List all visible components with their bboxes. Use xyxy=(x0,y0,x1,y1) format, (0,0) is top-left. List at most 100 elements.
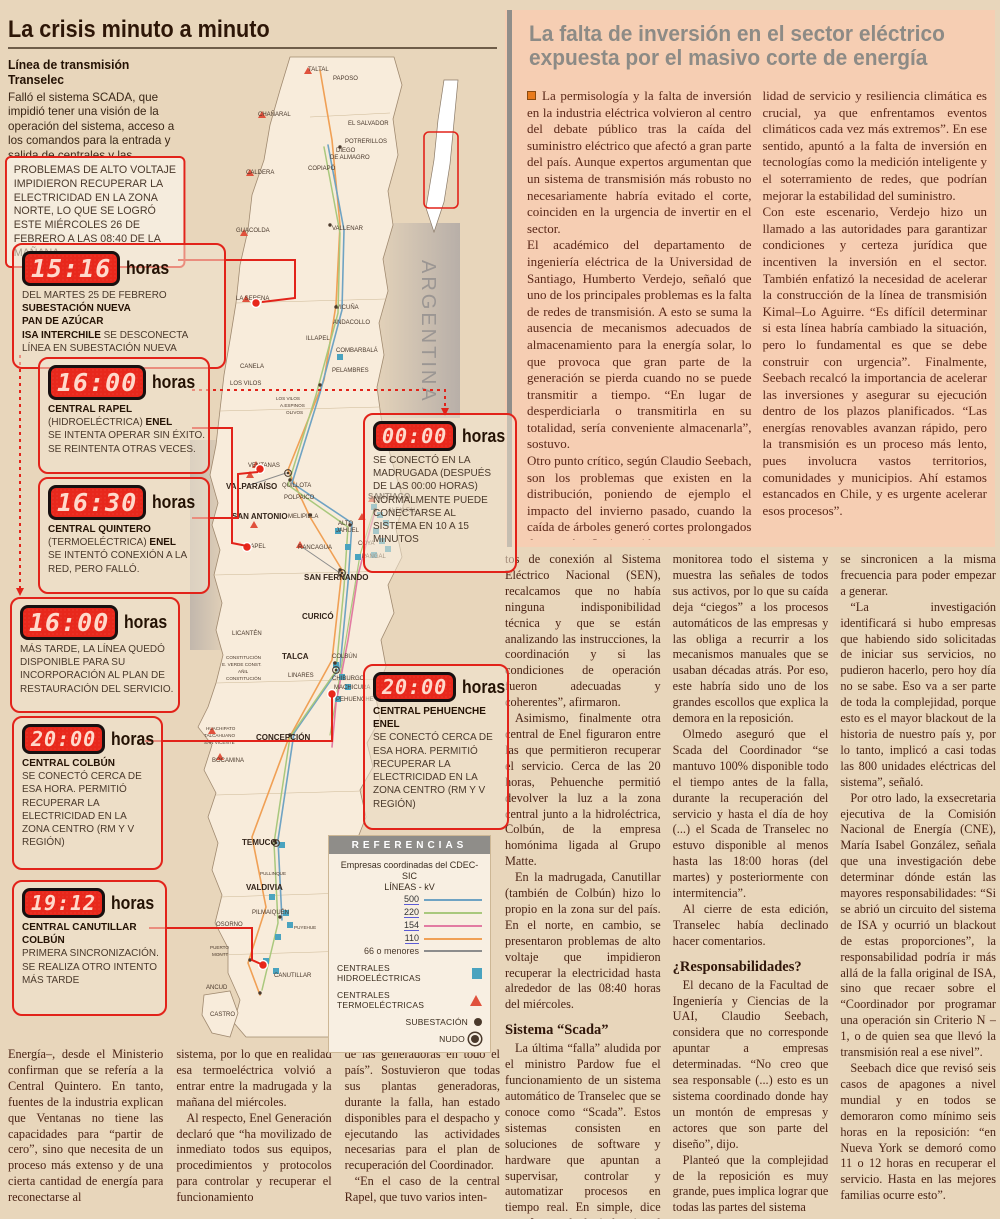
callout-line: RED, PERO FALLÓ. xyxy=(48,563,192,576)
column-paragraph: Seebach dice que revisó seis casos de ap… xyxy=(840,1061,997,1203)
column-paragraph: La última “falla” aludida por el ministr… xyxy=(505,1041,661,1219)
callout-text: CENTRAL RAPEL (HIDROELÉCTRICA) ENEL SE INT… xyxy=(48,403,205,456)
clock-row: 20:00 horas xyxy=(373,672,505,702)
map-city-label: TEMUCO xyxy=(242,838,277,847)
column-paragraph: Olmedo aseguró que el Scada del Coordina… xyxy=(672,726,829,901)
map-city-label: LINARES xyxy=(288,673,314,679)
chiloe-island xyxy=(201,990,239,1038)
legend-line-row: 66 o menores xyxy=(337,946,482,956)
callout-line: CENTRAL QUINTERO xyxy=(48,523,192,536)
callout-text-segment: CENTRAL RAPEL xyxy=(48,403,133,415)
callout-line: SE REALIZA OTRO INTENTO xyxy=(22,961,157,974)
callout-text-segment: RESTAURACIÓN DEL SERVICIO. xyxy=(20,682,174,695)
map-city-label: COLBÚN xyxy=(332,653,357,660)
callout-line: ESA HORA. PERMITIÓ xyxy=(22,783,146,796)
map-city-label: MONTT xyxy=(212,952,229,957)
lower-left-columns: Energía–, desde el Ministerio confirman … xyxy=(8,1047,500,1219)
article-col-1: La permisología y la falta de inversión … xyxy=(527,88,752,540)
clock-row: 16:00 horas xyxy=(20,605,170,640)
map-city-label: COMBARBALÁ xyxy=(336,347,378,354)
legend-marker-row: CENTRALES HIDROELÉCTRICAS xyxy=(337,963,482,983)
callout-line: SISTEMA EN 10 A 15 xyxy=(373,520,500,533)
hydro-plant-icon xyxy=(269,894,275,900)
node-center xyxy=(334,668,338,672)
map-city-label: CHIBURGO xyxy=(332,676,365,682)
callout-text-segment: CENTRAL COLBÚN xyxy=(22,757,115,769)
legend-subtitle2: LÍNEAS - kV xyxy=(384,881,435,892)
region-border xyxy=(215,678,385,684)
substation-icon xyxy=(278,915,282,919)
map-city-label: TALCAHUANO xyxy=(204,733,235,738)
column-paragraph: En la madrugada, Canutillar (también de … xyxy=(505,870,661,1012)
callout-text-segment: SE CONECTÓ CERCA DE xyxy=(373,731,493,744)
transmission-line xyxy=(261,146,349,991)
map-city-label: DIEGO xyxy=(336,148,356,154)
thermo-plant-icon xyxy=(258,111,266,118)
map-city-label: LOS VILOS xyxy=(276,396,300,401)
map-city-label: POLPAICO xyxy=(284,495,315,501)
text-column: tos de conexión al Sistema Eléctrico Nac… xyxy=(505,552,661,1219)
map-city-label: POTRERILLOS xyxy=(345,139,387,145)
hydro-plant-icon xyxy=(339,674,345,680)
substation-icon xyxy=(288,478,292,482)
event-marker xyxy=(250,297,262,309)
line-sample-icon xyxy=(424,911,482,914)
map-city-label: ILLAPEL xyxy=(306,336,330,342)
dot-icon xyxy=(474,1018,482,1027)
clock-row: 16:30 horas xyxy=(48,485,200,520)
map-city-label: LICANTÉN xyxy=(232,630,262,637)
substation-icon xyxy=(308,513,312,517)
map-city-label: RANCAGUA xyxy=(298,545,332,551)
callout-line: PAN DE AZÚCAR xyxy=(22,315,206,328)
event-marker xyxy=(257,959,269,971)
callout-line: NORMALMENTE PUEDE xyxy=(373,494,500,507)
horas-label: horas xyxy=(126,258,170,278)
callout-line: REGIÓN) xyxy=(373,798,493,811)
callout-text-segment: ESA HORA. PERMITIÓ xyxy=(373,744,478,757)
callout-line: CENTRAL COLBÚN xyxy=(22,757,146,770)
callout-text-segment: SE CONECTÓ EN LA xyxy=(373,454,471,466)
map-city-label: CALDERA xyxy=(246,170,274,176)
callout-text-segment: CONECTARSE AL xyxy=(373,506,456,519)
horas-label: horas xyxy=(111,728,155,749)
column-paragraph: Asimismo, finalmente otra central de Ene… xyxy=(505,711,661,869)
callout-text-segment: REGIÓN) xyxy=(22,836,65,849)
article-box: La falta de inversión en el sector eléct… xyxy=(505,10,995,547)
line-sample-icon xyxy=(424,937,482,940)
callout-line: LÍNEA EN SUBESTACIÓN NUEVA xyxy=(22,342,206,355)
hydro-plant-icon xyxy=(337,354,343,360)
map-city-label: ANCUD xyxy=(206,985,228,991)
thermo-plant-icon xyxy=(246,169,254,176)
column-subhead: Sistema “Scada” xyxy=(505,1022,609,1039)
infographic-panel: La crisis minuto a minuto Línea de trans… xyxy=(5,16,517,1219)
map-city-label: CONSTITUCIÓN xyxy=(226,654,261,660)
digital-clock: 00:00 xyxy=(373,421,457,451)
callout-line: DEL MARTES 25 DE FEBRERO xyxy=(22,289,206,302)
inset-silhouette xyxy=(425,79,459,234)
map-city-label: OLIVOS xyxy=(286,410,303,415)
column-paragraph: monitorea todo el sistema y muestra las … xyxy=(672,552,829,726)
line-sample-icon xyxy=(424,898,482,901)
article-headline: La falta de inversión en el sector eléct… xyxy=(529,21,945,71)
callout-line: CONECTARSE AL xyxy=(373,507,500,520)
triangle-icon xyxy=(470,994,482,1006)
node-icon xyxy=(284,469,292,477)
legend-body: Empresas coordinadas del CDEC-SIC LÍNEAS… xyxy=(329,854,490,1053)
hydro-plant-icon xyxy=(275,934,281,940)
title-rule xyxy=(8,47,497,49)
digital-clock: 20:00 xyxy=(373,672,457,702)
timeline-callout: 16:30 horas CENTRAL QUINTERO (TERMOELÉCTRIC… xyxy=(38,477,210,594)
callout-text-segment: DEL MARTES 25 DE FEBRERO xyxy=(22,289,167,301)
callout-text-segment: ESA HORA. PERMITIÓ xyxy=(22,783,127,796)
substation-icon xyxy=(258,991,262,995)
callout-line: MADRUGADA (DESPUÉS xyxy=(373,467,500,480)
map-city-label: E. VERDE CONST. xyxy=(222,662,262,667)
callout-line: ISA INTERCHILE SE DESCONECTA xyxy=(22,329,206,342)
callout-text-segment: RED, PERO FALLÓ. xyxy=(48,562,140,575)
horas-label: horas xyxy=(462,676,506,697)
hydro-plant-icon xyxy=(279,842,285,848)
callout-text: CENTRAL COLBÚN SE CONECTÓ CERCA DE ESA HOR… xyxy=(22,757,146,850)
hydro-plant-icon xyxy=(283,910,289,916)
callout-line: SE INTENTÓ CONEXIÓN A LA xyxy=(48,549,192,562)
callout-text-segment: ELECTRICIDAD EN LA xyxy=(373,771,478,784)
